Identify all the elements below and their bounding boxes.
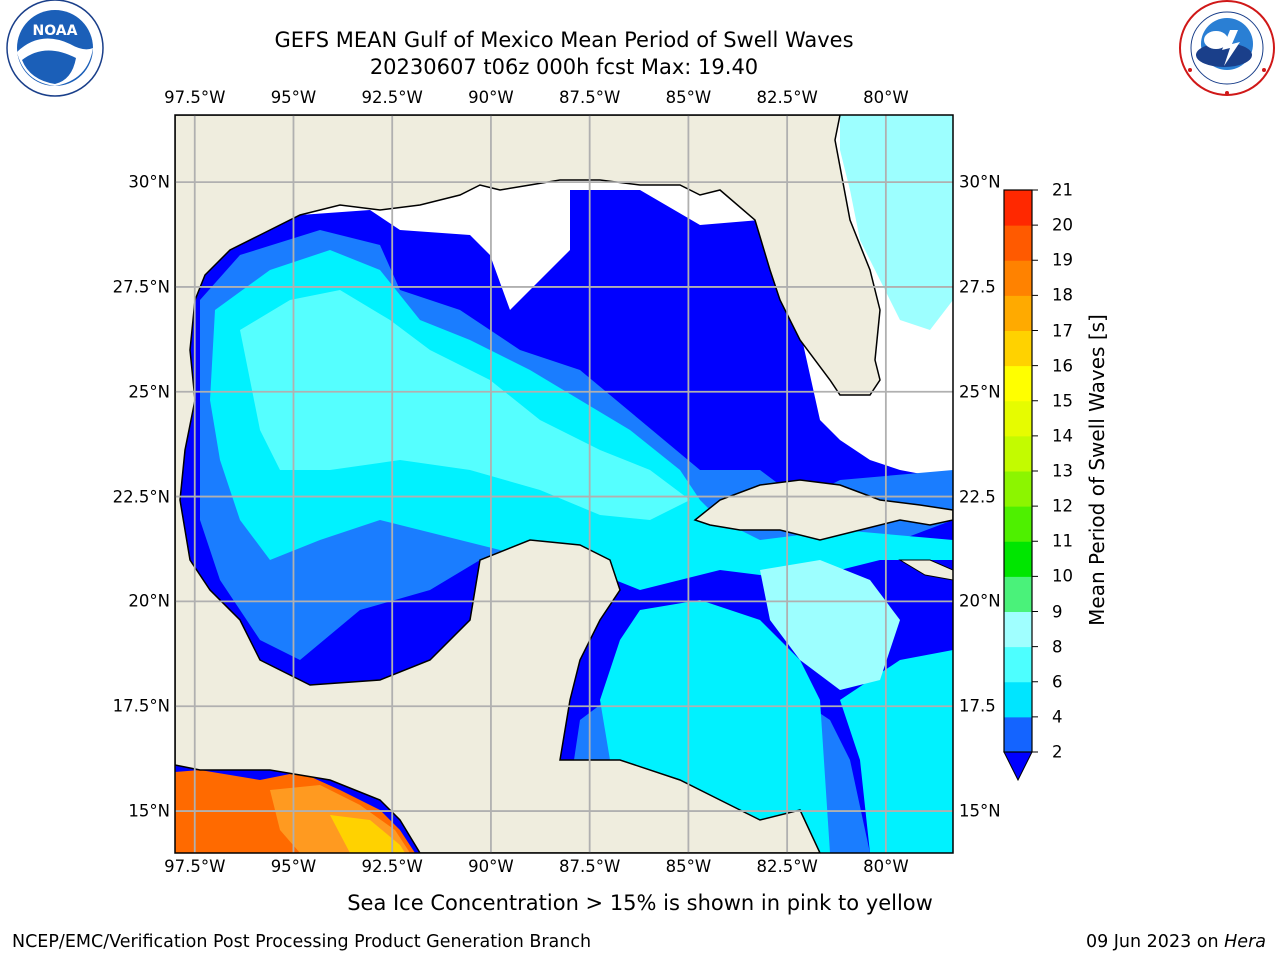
colorbar-swatch: [1004, 716, 1032, 753]
lat-tick-label-left: 27.5°N: [112, 277, 170, 297]
colorbar-tick-label: 4: [1052, 707, 1063, 727]
colorbar-swatch: [1004, 260, 1032, 296]
map-gridlines: [175, 115, 953, 853]
colorbar-swatch: [1004, 611, 1032, 648]
lon-tick-label: 87.5°W: [559, 88, 621, 107]
colorbar-under-extension: [1003, 751, 1033, 782]
nws-logo: [1179, 0, 1275, 96]
colorbar-tick-label: 14: [1052, 426, 1073, 446]
colorbar-tick-label: 13: [1052, 461, 1073, 481]
footer-credit: NCEP/EMC/Verification Post Processing Pr…: [12, 932, 592, 952]
colorbar-swatch: [1004, 471, 1032, 507]
colorbar-tick-label: 2: [1052, 742, 1063, 762]
colorbar-tick-label: 17: [1052, 321, 1073, 340]
colorbar-swatch: [1004, 506, 1032, 542]
lon-tick-label: 97.5°W: [164, 88, 226, 107]
lon-tick-label: 90°W: [468, 857, 514, 876]
colorbar-tick-label: 11: [1052, 531, 1073, 551]
colorbar-swatch: [1004, 435, 1032, 472]
lon-tick-label: 85°W: [665, 88, 712, 107]
colorbar-tick-label: 9: [1052, 602, 1063, 621]
colorbar-swatch: [1004, 295, 1032, 331]
lat-tick-label-right: 25°N: [959, 382, 1001, 402]
lat-tick-label-right: 20°N: [959, 591, 1001, 611]
colorbar-swatch: [1004, 365, 1032, 402]
lon-tick-label: 87.5°W: [559, 857, 621, 876]
colorbar-tick-label: 6: [1052, 672, 1063, 692]
lat-tick-label-left: 20°N: [128, 591, 170, 611]
footer-date: 09 Jun 2023 on Hera: [1085, 932, 1266, 952]
colorbar-swatch: [1004, 225, 1032, 261]
lon-tick-label: 80°W: [863, 857, 909, 876]
colorbar-tick-label: 20: [1052, 215, 1073, 235]
colorbar-tick-label: 10: [1052, 566, 1073, 586]
colorbar-swatch: [1004, 541, 1032, 577]
lon-tick-label: 80°W: [863, 88, 909, 107]
map-area: [175, 115, 953, 853]
lon-tick-label: 97.5°W: [164, 857, 226, 876]
colorbar-swatch: [1004, 400, 1032, 437]
swell-field-pacific-warmer: [330, 815, 405, 853]
colorbar-tick-label: 12: [1052, 496, 1073, 516]
lat-tick-label-right: 27.5: [959, 277, 996, 297]
colorbar-tick-label: 15: [1052, 391, 1073, 411]
caption: Sea Ice Concentration > 15% is shown in …: [347, 891, 933, 915]
lat-tick-label-right: 17.5: [959, 696, 996, 716]
map-subtitle: 20230607 t06z 000h fcst Max: 19.40: [369, 55, 759, 79]
lon-tick-label: 82.5°W: [756, 88, 818, 107]
land-islands: [898, 559, 953, 581]
lat-tick-label-left: 30°N: [128, 172, 170, 192]
colorbar-tick-label: 21: [1052, 180, 1073, 200]
colorbar-swatch: [1004, 190, 1032, 226]
swell-field-east-coast: [840, 115, 953, 330]
lon-tick-label: 90°W: [468, 88, 514, 107]
lon-tick-label: 95°W: [270, 88, 317, 107]
map-frame: [174, 114, 954, 854]
colorbar-tick-label: 18: [1052, 285, 1073, 305]
lat-tick-label-left: 25°N: [128, 382, 170, 402]
colorbar-title: Mean Period of Swell Waves [s]: [1085, 314, 1109, 626]
map-title: GEFS MEAN Gulf of Mexico Mean Period of …: [274, 28, 854, 52]
colorbar: [1003, 189, 1038, 782]
colorbar-swatch: [1004, 646, 1032, 683]
lat-tick-label-left: 15°N: [128, 801, 170, 821]
lat-tick-label-right: 15°N: [959, 801, 1001, 821]
lon-tick-label: 92.5°W: [361, 88, 423, 107]
lat-tick-label-left: 17.5°N: [112, 696, 170, 716]
colorbar-tick-label: 19: [1052, 250, 1073, 270]
swell-field-high: [240, 290, 690, 520]
noaa-logo: [6, 0, 104, 97]
lon-tick-label: 82.5°W: [756, 857, 818, 876]
colorbar-swatch: [1004, 576, 1032, 612]
lat-tick-label-left: 22.5°N: [112, 487, 170, 507]
colorbar-tick-label: 8: [1052, 637, 1063, 657]
lon-tick-label: 95°W: [270, 857, 317, 876]
noaa-logo-text: NOAA: [33, 23, 78, 39]
colorbar-swatch: [1004, 681, 1032, 718]
lat-tick-label-right: 22.5: [959, 487, 996, 507]
swell-field-caribbean-high: [760, 560, 900, 690]
lat-tick-label-right: 30°N: [959, 172, 1001, 192]
lon-tick-label: 92.5°W: [361, 857, 423, 876]
colorbar-swatch: [1004, 330, 1032, 367]
colorbar-tick-label: 16: [1052, 356, 1073, 376]
lon-tick-label: 85°W: [665, 857, 712, 876]
